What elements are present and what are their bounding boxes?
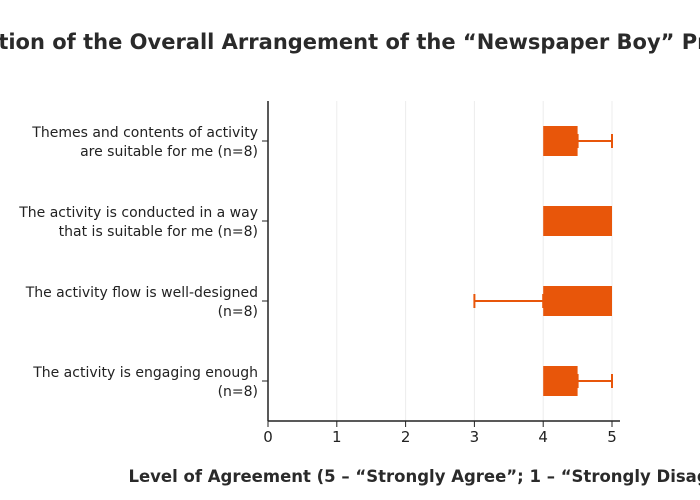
category-label: The activity is conducted in a way that i… <box>18 205 258 240</box>
x-tick-label: 4 <box>538 428 548 446</box>
x-tick-label: 1 <box>332 428 342 446</box>
category-labels: Themes and contents of activity are suita… <box>18 125 258 400</box>
x-axis-label: Level of Agreement (5 – “Strongly Agree”… <box>128 467 700 486</box>
category-label-line: The activity is engaging enough <box>32 365 258 381</box>
category-label: Themes and contents of activity are suita… <box>31 125 258 160</box>
category-label-line: The activity is conducted in a way <box>18 205 258 221</box>
category-label-line: (n=8) <box>218 384 258 400</box>
x-tick-label: 2 <box>401 428 411 446</box>
category-label-line: are suitable for me (n=8) <box>80 144 258 160</box>
chart-title: Perception of the Overall Arrangement of… <box>0 30 700 54</box>
category-label: The activity is engaging enough (n=8) <box>32 365 258 400</box>
bar <box>543 286 612 316</box>
category-label-line: (n=8) <box>218 304 258 320</box>
axes: 0 1 2 3 4 5 <box>262 101 620 446</box>
x-tick-label: 5 <box>607 428 617 446</box>
bar <box>543 126 578 156</box>
category-label-line: Themes and contents of activity <box>31 125 258 141</box>
bar <box>543 366 578 396</box>
category-label: The activity flow is well-designed (n=8) <box>25 285 258 320</box>
bars <box>473 126 613 396</box>
x-tick-label: 0 <box>263 428 273 446</box>
x-tick-label: 3 <box>470 428 480 446</box>
bar <box>543 206 612 236</box>
category-label-line: The activity flow is well-designed <box>25 285 258 301</box>
category-label-line: that is suitable for me (n=8) <box>59 224 258 240</box>
